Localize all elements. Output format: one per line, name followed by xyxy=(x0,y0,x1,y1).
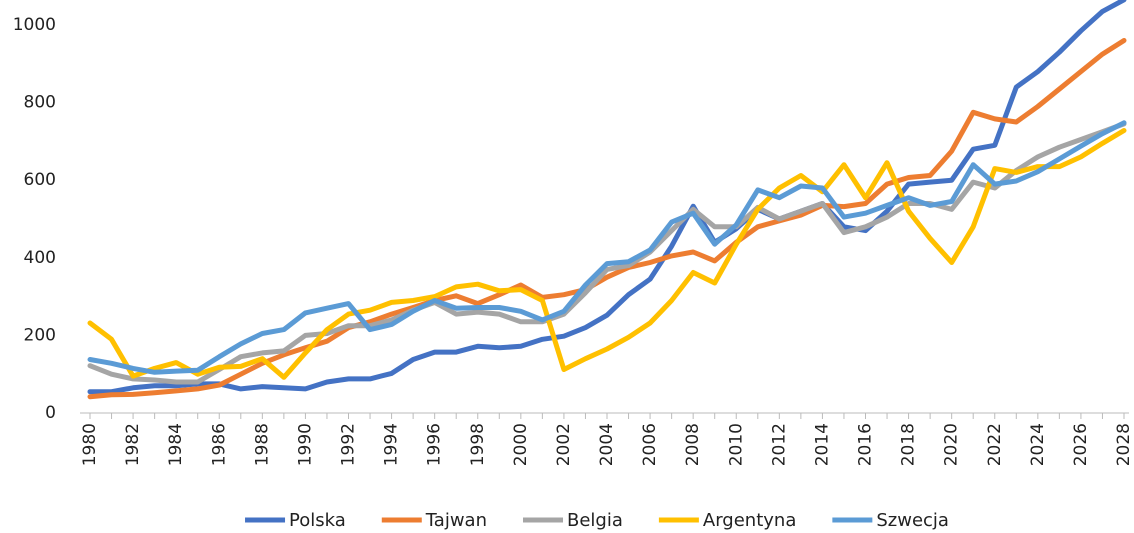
x-tick-label: 1988 xyxy=(252,423,272,466)
x-tick-label: 2028 xyxy=(1114,423,1134,466)
x-tick-label: 2004 xyxy=(597,423,617,466)
x-tick-label: 2012 xyxy=(769,423,789,466)
y-tick-label: 600 xyxy=(24,170,56,190)
x-tick-label: 1996 xyxy=(425,423,445,466)
legend-label: Belgia xyxy=(567,510,623,531)
x-tick-label: 2014 xyxy=(812,423,832,466)
x-tick-label: 2008 xyxy=(683,423,703,466)
line-series xyxy=(87,120,1127,375)
y-tick-label: 800 xyxy=(24,93,56,113)
x-tick-label: 1986 xyxy=(209,423,229,466)
legend-label: Szwecja xyxy=(876,510,949,531)
x-tick-label: 2018 xyxy=(899,423,919,466)
x-tick-label: 1998 xyxy=(468,423,488,466)
legend-label: Tajwan xyxy=(425,510,487,531)
x-tick-label: 2000 xyxy=(511,423,531,466)
line-series xyxy=(87,121,1127,385)
x-tick-label: 2006 xyxy=(640,423,660,466)
y-tick-label: 200 xyxy=(24,325,56,345)
y-tick-label: 400 xyxy=(24,248,56,268)
x-tick-label: 2022 xyxy=(985,423,1005,466)
y-tick-label: 1000 xyxy=(13,15,56,35)
x-tick-label: 1990 xyxy=(295,423,315,466)
legend-label: Polska xyxy=(289,510,346,531)
x-tick-label: 1982 xyxy=(123,423,143,466)
x-tick-label: 2020 xyxy=(942,423,962,466)
x-tick-label: 2016 xyxy=(856,423,876,466)
x-tick-label: 2002 xyxy=(554,423,574,466)
x-tick-label: 2024 xyxy=(1028,423,1048,466)
y-tick-label: 0 xyxy=(45,403,56,423)
line-series xyxy=(87,0,1127,395)
x-tick-label: 1994 xyxy=(382,423,402,466)
x-tick-label: 1984 xyxy=(166,423,186,466)
x-tick-label: 1980 xyxy=(80,423,100,466)
legend: Polska Tajwan Belgia Argentyna Szwecja xyxy=(245,510,949,531)
x-tick-label: 2010 xyxy=(726,423,746,466)
x-tick-label: 1992 xyxy=(339,423,359,466)
legend-label: Argentyna xyxy=(703,510,796,531)
line-series xyxy=(87,128,1127,380)
line-series xyxy=(87,38,1127,400)
x-tick-label: 2026 xyxy=(1071,423,1091,466)
